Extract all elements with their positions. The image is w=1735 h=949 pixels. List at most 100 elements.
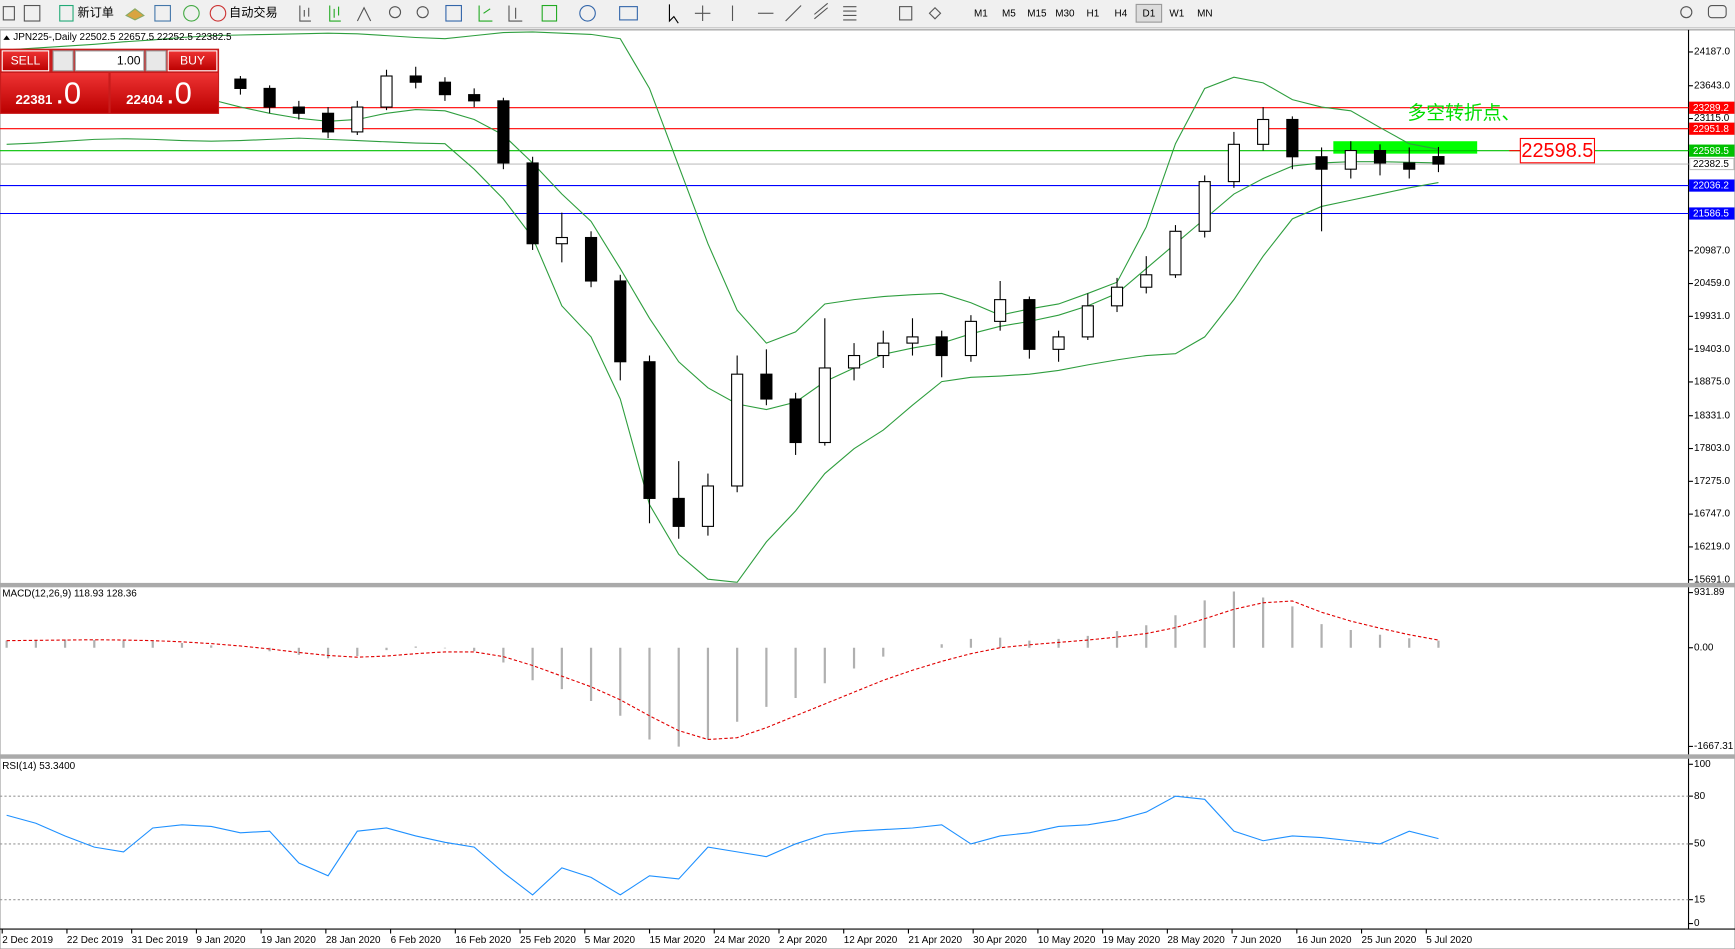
macd-signal (6, 600, 1439, 741)
buy-label[interactable]: BUY (180, 54, 205, 68)
level-label: 21586.5 (1693, 209, 1729, 220)
sell-label[interactable]: SELL (11, 54, 41, 68)
candle-body (1257, 118, 1270, 145)
y-tick-label: 15691.0 (1694, 574, 1730, 585)
buy-price-fraction: .0 (166, 75, 192, 110)
icon[interactable] (478, 5, 493, 22)
lot-input[interactable] (74, 50, 145, 72)
x-tick-label: 30 Apr 2020 (973, 935, 1027, 946)
lot-value[interactable]: 1.00 (117, 54, 141, 68)
x-tick-label: 10 May 2020 (1038, 935, 1096, 946)
toolbar-icons (2, 2, 1727, 24)
x-tick-label: 7 Jun 2020 (1232, 935, 1282, 946)
level-label-box (1689, 101, 1735, 114)
x-tick-label: 16 Jun 2020 (1297, 935, 1352, 946)
icon[interactable] (843, 6, 857, 21)
x-tick-label: 19 May 2020 (1103, 935, 1161, 946)
level-label-box (1689, 122, 1735, 135)
level-label-box (1689, 157, 1735, 171)
icon[interactable] (209, 4, 227, 22)
search-icon[interactable] (1680, 6, 1693, 19)
auto-trading-button[interactable]: 自动交易 (229, 4, 278, 19)
icon[interactable] (814, 2, 829, 20)
candle-body (847, 354, 861, 369)
rsi-line (6, 795, 1439, 896)
icon[interactable] (541, 4, 558, 22)
lot-up[interactable] (145, 50, 167, 72)
timeframe-button[interactable]: M1 (974, 8, 988, 19)
candle-body (1344, 149, 1357, 170)
candle-body (1432, 156, 1445, 165)
icon[interactable] (154, 4, 171, 22)
icon[interactable] (388, 6, 402, 19)
x-tick-label: 5 Jul 2020 (1426, 935, 1472, 946)
sell-price-box[interactable] (1, 73, 109, 113)
icon[interactable] (299, 5, 311, 22)
collapse-arrow[interactable] (3, 35, 10, 40)
x-tick-label: 24 Mar 2020 (714, 935, 770, 946)
level-label: 22382.5 (1693, 159, 1729, 170)
icon[interactable] (668, 4, 679, 24)
x-tick-label: 31 Dec 2019 (132, 935, 189, 946)
macd-plot (5, 591, 1440, 747)
timeframe-button[interactable]: D1 (1143, 8, 1156, 19)
timeframe-button[interactable]: H1 (1087, 8, 1100, 19)
icon[interactable] (183, 4, 200, 22)
icon[interactable] (329, 5, 341, 22)
x-tick-label: 25 Feb 2020 (520, 935, 576, 946)
candle-body (292, 106, 305, 114)
icon[interactable] (356, 6, 372, 22)
bollinger-lower (6, 137, 1439, 583)
y-tick-label: 16219.0 (1694, 542, 1730, 553)
rsi-tick-label: 50 (1694, 839, 1706, 850)
sell-price: 22381 (15, 92, 53, 107)
icon[interactable] (899, 6, 913, 21)
level-label: 22951.8 (1693, 124, 1729, 135)
icon[interactable] (694, 5, 711, 22)
y-tick-label: 17803.0 (1694, 443, 1730, 454)
candle-body (584, 236, 598, 282)
buy-button[interactable] (167, 50, 218, 72)
new-order-button[interactable]: 新订单 (77, 4, 113, 19)
y-tick-label: 19931.0 (1694, 311, 1730, 322)
icon (23, 4, 41, 22)
timeframe-button[interactable]: W1 (1169, 8, 1184, 19)
candle-body (438, 81, 452, 96)
annotation: 多空转折点、 (1407, 102, 1520, 123)
chat-icon[interactable] (1707, 4, 1727, 19)
timeframe-button[interactable]: M30 (1055, 8, 1075, 19)
timeframe-button[interactable]: H4 (1115, 8, 1128, 19)
active-timeframe (1135, 3, 1163, 23)
candle-body (964, 320, 978, 357)
candle-body (409, 75, 422, 83)
icon[interactable] (59, 4, 74, 22)
lot-down[interactable] (52, 50, 74, 72)
candle-body (263, 87, 276, 108)
candle-body (1315, 156, 1328, 170)
rsi-tick-label: 15 (1694, 894, 1706, 905)
buy-price-box[interactable] (110, 73, 218, 113)
icon[interactable] (508, 5, 523, 22)
rsi-tick-label: 80 (1694, 791, 1706, 802)
timeframe-button[interactable]: M5 (1002, 8, 1016, 19)
timeframe-button[interactable]: M15 (1027, 8, 1047, 19)
icon[interactable] (928, 6, 942, 20)
candle-body (818, 367, 831, 444)
sell-price-fraction: .0 (55, 75, 81, 110)
candle-body (643, 361, 656, 499)
icon[interactable] (445, 4, 462, 22)
candle-body (1023, 299, 1036, 350)
candle-body (555, 236, 568, 245)
timeframe-button[interactable]: MN (1197, 8, 1212, 19)
icon[interactable] (579, 4, 596, 22)
candle-body (935, 336, 948, 357)
icon[interactable] (125, 8, 145, 21)
level-label: 23289.2 (1693, 103, 1729, 114)
icon[interactable] (416, 6, 429, 19)
icon[interactable] (619, 6, 638, 21)
bollinger-upper (6, 31, 1439, 344)
icon[interactable] (785, 5, 802, 22)
candle-body (321, 112, 335, 133)
sell-button[interactable] (1, 50, 50, 72)
